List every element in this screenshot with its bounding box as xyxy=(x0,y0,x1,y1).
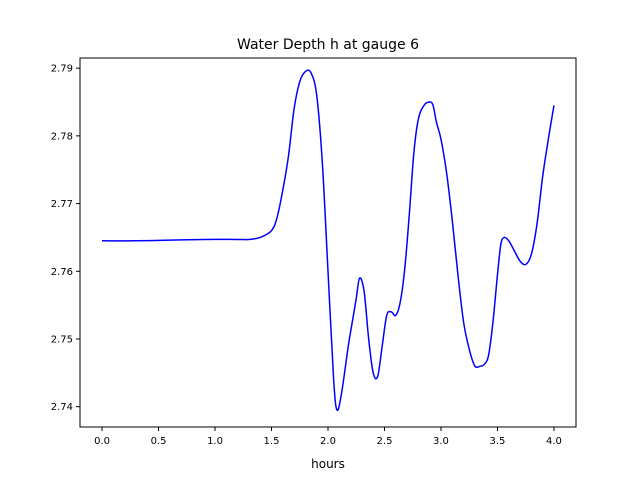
x-tick-label: 4.0 xyxy=(546,436,562,447)
plot-area: 0.0 0.5 1.0 1.5 2.0 2.5 3.0 3.5 4.0 2.74 2.75 2.76 2… xyxy=(51,57,577,447)
y-tick-label: 2.74 xyxy=(51,402,73,413)
series-line-0 xyxy=(102,69,555,412)
x-tick-label: 2.5 xyxy=(377,436,393,447)
x-tick-label: 3.0 xyxy=(433,436,449,447)
y-tick-label: 2.76 xyxy=(51,267,73,278)
x-tick-label: 0.5 xyxy=(151,436,167,447)
x-tick-label: 2.0 xyxy=(320,436,336,447)
y-tick-label: 2.78 xyxy=(51,131,73,142)
y-tick-label: 2.77 xyxy=(51,199,73,210)
x-tick-label: 1.0 xyxy=(207,436,223,447)
x-tick-label: 3.5 xyxy=(490,436,506,447)
y-tick-label: 2.75 xyxy=(51,334,73,345)
x-tick-label: 1.5 xyxy=(264,436,280,447)
chart-title: Water Depth h at gauge 6 xyxy=(237,37,419,53)
y-tick-label: 2.79 xyxy=(51,64,73,75)
x-axis-label: hours xyxy=(311,457,345,471)
x-tick-label: 0.0 xyxy=(94,436,110,447)
